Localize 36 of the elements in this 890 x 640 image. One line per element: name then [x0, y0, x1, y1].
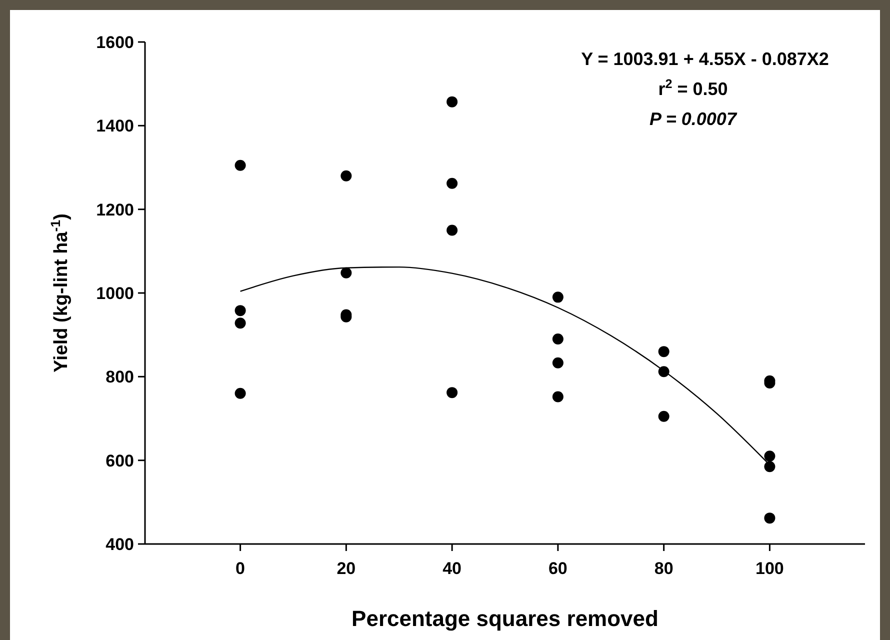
- point: [446, 178, 458, 189]
- x-tick-label: 40: [442, 559, 462, 578]
- point: [764, 450, 776, 462]
- point: [552, 391, 564, 402]
- point: [234, 388, 246, 399]
- x-tick-label: 0: [236, 559, 246, 578]
- point: [234, 160, 246, 171]
- point: [446, 224, 458, 236]
- y-tick-label: 800: [106, 368, 134, 387]
- annotation: r$^{2}$ = 0.50: [658, 77, 728, 99]
- y-tick-label: 1200: [96, 200, 134, 220]
- point: [340, 267, 352, 278]
- point: [446, 387, 458, 398]
- y-tick-label: 1600: [96, 32, 134, 52]
- point: [552, 292, 564, 303]
- point: [340, 170, 352, 182]
- point: [446, 96, 458, 108]
- y-tick-label: 1400: [96, 116, 134, 136]
- x-tick-label: 100: [756, 559, 784, 578]
- annotation: P = 0.0007: [650, 109, 738, 129]
- point: [658, 410, 670, 422]
- y-tick-label: 400: [106, 534, 134, 554]
- point: [764, 461, 776, 472]
- point: [764, 512, 776, 524]
- y-tick-label: 600: [106, 451, 134, 470]
- x-tick-label: 60: [548, 559, 568, 578]
- point: [552, 357, 564, 368]
- point: [658, 346, 670, 358]
- x-axis-title: Percentage squares removed: [352, 606, 658, 631]
- x-tick-label: 20: [336, 559, 356, 578]
- y-tick-label: 1000: [96, 284, 134, 303]
- x-tick-label: 80: [654, 559, 674, 578]
- point: [234, 318, 246, 329]
- annotation: Y = 1003.91 + 4.55X - 0.087X2: [581, 49, 829, 69]
- point: [552, 334, 564, 345]
- point: [234, 305, 246, 316]
